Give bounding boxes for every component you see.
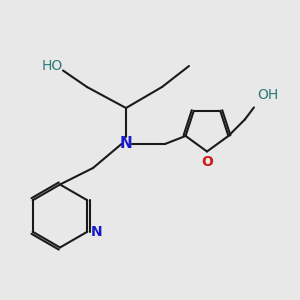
Text: O: O — [201, 155, 213, 169]
Text: N: N — [91, 225, 103, 239]
Text: HO: HO — [42, 59, 63, 73]
Text: OH: OH — [257, 88, 279, 102]
Text: N: N — [120, 136, 132, 152]
